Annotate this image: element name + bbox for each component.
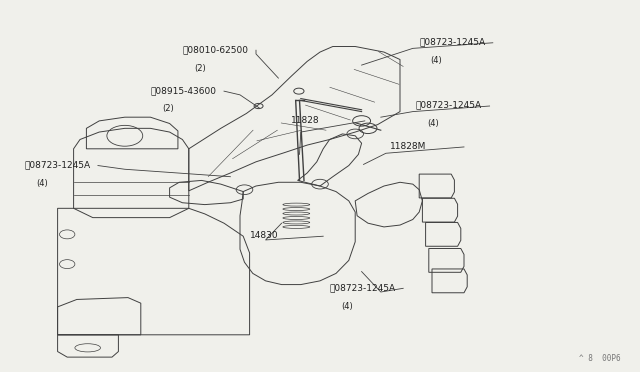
Text: (4): (4) [428,119,439,128]
Text: 11828M: 11828M [390,142,427,151]
Text: (4): (4) [36,179,47,188]
Text: (2): (2) [194,64,205,73]
Text: Ⓒ08723-1245A: Ⓒ08723-1245A [24,160,90,169]
Text: 11828: 11828 [291,116,320,125]
Text: (4): (4) [431,56,442,65]
Text: ^ 8  00P6: ^ 8 00P6 [579,354,621,363]
Text: (2): (2) [162,105,173,113]
Text: Ⓑ08915-43600: Ⓑ08915-43600 [150,86,216,95]
Text: Ⓒ08723-1245A: Ⓒ08723-1245A [416,101,482,110]
Text: Ⓒ08723-1245A: Ⓒ08723-1245A [419,38,485,46]
Text: Ⓑ08010-62500: Ⓑ08010-62500 [182,45,248,54]
Text: (4): (4) [341,302,353,311]
Text: 14830: 14830 [250,231,278,240]
Text: Ⓒ08723-1245A: Ⓒ08723-1245A [330,283,396,292]
